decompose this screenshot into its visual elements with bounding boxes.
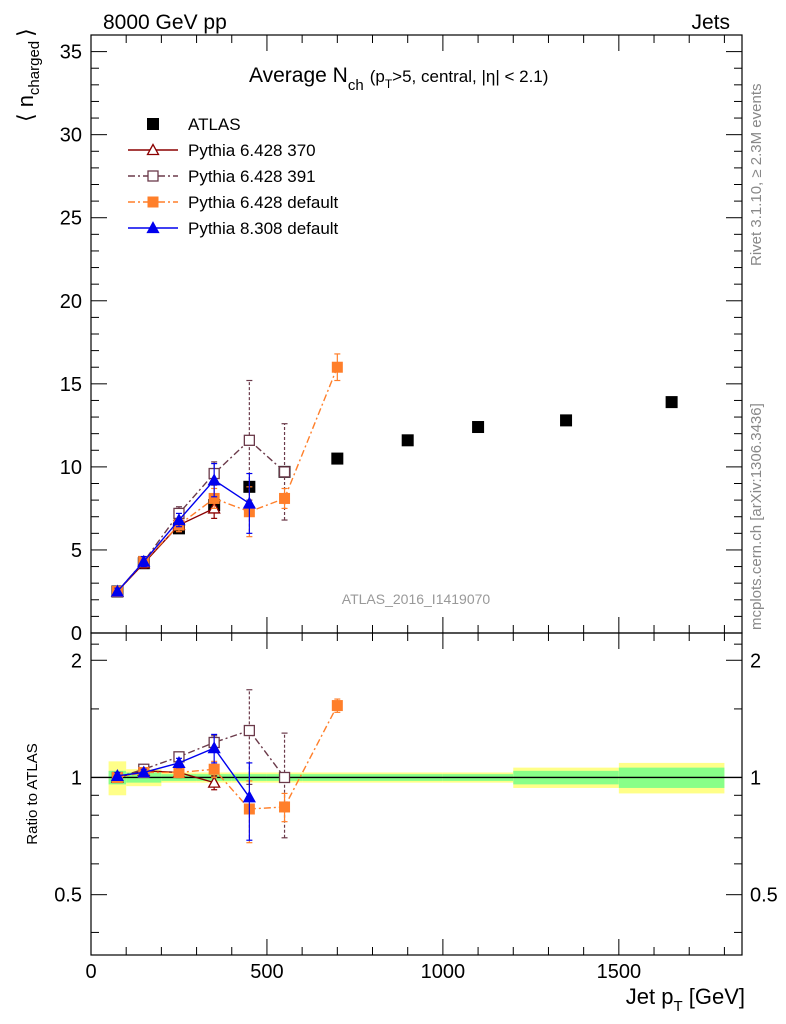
ratio-data-point [279,801,291,813]
y-tick-label: 10 [60,457,82,479]
ratio-y-tick-label: 1 [71,767,82,789]
x-axis-label: Jet pT [GeV] [626,984,745,1015]
legend-label: Pythia 8.308 default [188,219,339,238]
legend-label: Pythia 6.428 391 [188,167,316,186]
side-label-rivet: Rivet 3.1.10, ≥ 2.3M events [748,84,765,267]
main-data-point [401,434,414,447]
ratio-y-tick-label: 2 [71,650,82,672]
main-data-point [472,421,485,434]
x-tick-label: 500 [250,961,283,983]
main-data-point [242,496,256,509]
legend-entry: Pythia 6.428 370 [128,141,316,160]
ratio-data-point [242,790,256,803]
ratio-plot-frame [90,632,743,956]
y-tick-label: 30 [60,125,82,147]
ratio-series [111,698,343,844]
legend-entry: Pythia 6.428 default [128,193,339,212]
ratio-data-point [208,763,220,775]
legend-marker [147,170,159,182]
legend-marker [147,196,159,208]
svg-text:⟨ ncharged⟩: ⟨ ncharged⟩ [13,28,43,122]
header-left: 8000 GeV pp [103,11,227,34]
legend-marker [147,118,159,130]
main-data-point [172,513,186,526]
ratio-y-tick-label-right: 0.5 [750,885,778,907]
main-data-point [279,492,291,504]
header-right: Jets [691,11,730,34]
x-tick-label: 1500 [597,961,642,983]
y-tick-label: 0 [71,623,82,645]
main-data-point [331,361,343,373]
main-data-point [110,584,124,597]
ratio-series-line [117,705,338,810]
legend: ATLAS Pythia 6.428 370 Pythia 6.428 391 Pyt… [128,115,339,238]
ratio-data-point [137,765,151,778]
main-y-axis-label: ⟨ ncharged⟩ [13,28,43,122]
y-tick-label: 20 [60,291,82,313]
ratio-y-axis-label: Ratio to ATLAS [24,743,41,844]
ratio-y-tick-label: 0.5 [54,885,82,907]
ratio-data-point [172,756,186,769]
main-data-point [243,434,256,446]
x-tick-label: 1000 [421,961,466,983]
ratio-data-point [331,700,343,712]
legend-entry: Pythia 6.428 391 [128,167,316,186]
main-series-line [116,366,338,592]
y-tick-label: 25 [60,208,82,230]
main-data-point [665,396,678,409]
ratio-data-point [207,741,221,754]
ratio-y-tick-label-right: 2 [750,650,761,672]
ratio-data-point [173,766,185,778]
legend-entry: ATLAS [147,115,241,134]
x-tick-label: 0 [85,961,96,983]
y-tick-label: 35 [60,42,82,64]
main-data-point [331,452,344,465]
ratio-plot-layer: 0.5 0.5 1 1 2 2 0 500 1000 1500 [54,633,778,983]
ratio-y-tick-label-right: 1 [750,767,761,789]
ratio-data-point [278,771,291,784]
ratio-data-point [207,775,221,788]
ratio-series [110,733,256,841]
main-series-line [116,507,215,592]
ratio-data-point [243,724,256,737]
main-series [110,462,256,597]
main-data-point [278,466,291,478]
legend-marker [146,221,160,234]
legend-entry: Pythia 8.308 default [128,219,339,238]
legend-label: Pythia 6.428 370 [188,141,316,160]
main-series [110,497,221,597]
legend-label: Pythia 6.428 default [188,193,339,212]
main-series [111,353,343,597]
main-series-line [116,479,250,592]
main-plot-layer: 0 5 10 15 20 25 30 35 [60,35,742,645]
ratio-series [111,689,291,839]
analysis-id-label: ATLAS_2016_I1419070 [342,591,491,607]
side-label-mcplots: mcplots.cern.ch [arXiv:1306.3436] [748,403,765,630]
ratio-data-point [110,768,124,781]
y-tick-label: 15 [60,374,82,396]
main-series [111,396,678,598]
legend-marker [146,143,160,156]
main-data-point [560,414,573,427]
legend-label: ATLAS [188,115,241,134]
main-data-point [207,473,221,486]
chart-title: Average Nch (pT>5, central, |η| < 2.1) [249,64,548,94]
y-tick-label: 5 [71,540,82,562]
main-data-point [137,554,151,567]
